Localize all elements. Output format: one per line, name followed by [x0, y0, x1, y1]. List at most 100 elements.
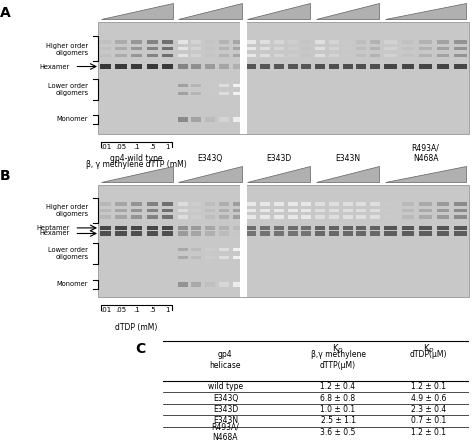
Text: .05: .05 [116, 308, 127, 313]
Bar [454, 202, 467, 206]
Bar [454, 215, 467, 219]
Bar [402, 209, 414, 212]
Bar [274, 232, 284, 236]
Bar [131, 232, 142, 236]
Bar [454, 209, 467, 212]
Bar [98, 185, 469, 297]
Bar [146, 232, 158, 236]
Bar [329, 40, 339, 44]
Bar [246, 40, 256, 44]
Bar [131, 202, 142, 206]
Bar [131, 47, 142, 51]
Bar [260, 215, 270, 219]
Bar [419, 215, 432, 219]
Bar [205, 209, 215, 212]
Bar [178, 54, 188, 57]
Bar [370, 215, 380, 219]
Bar [301, 232, 311, 236]
Bar [162, 226, 173, 230]
Bar [178, 202, 188, 206]
Bar [356, 209, 366, 212]
Bar [288, 209, 298, 212]
Bar [343, 209, 353, 212]
Bar [343, 226, 353, 230]
Bar [162, 202, 173, 206]
Bar [219, 117, 229, 122]
Bar [131, 64, 142, 69]
Bar [146, 209, 158, 212]
Bar [454, 54, 467, 57]
Bar [131, 209, 142, 212]
Bar [131, 40, 142, 44]
Bar [260, 40, 270, 44]
Bar [162, 47, 173, 51]
Bar [437, 64, 449, 69]
Bar [116, 47, 127, 51]
Bar [288, 215, 298, 219]
Bar [205, 226, 215, 230]
Text: 2.3 ± 0.4: 2.3 ± 0.4 [411, 405, 446, 414]
Bar [343, 40, 353, 44]
Bar [100, 215, 111, 219]
Text: Hexamer: Hexamer [39, 231, 70, 236]
Bar [301, 226, 311, 230]
Bar [191, 202, 201, 206]
Bar [205, 232, 215, 236]
Bar [402, 40, 414, 44]
Bar [370, 47, 380, 51]
Text: E343N: E343N [335, 154, 360, 163]
Bar [329, 64, 339, 69]
Text: E343Q: E343Q [213, 393, 238, 403]
Bar [246, 209, 256, 212]
Bar [205, 40, 215, 44]
Bar [419, 40, 432, 44]
Bar [288, 232, 298, 236]
Bar [419, 54, 432, 57]
Bar [233, 47, 243, 51]
Bar [370, 54, 380, 57]
Bar [100, 232, 111, 236]
Bar [178, 232, 188, 236]
Bar [356, 40, 366, 44]
Bar [146, 47, 158, 51]
Text: .1: .1 [133, 308, 140, 313]
Bar [233, 40, 243, 44]
Text: Higher order
oligomers: Higher order oligomers [46, 43, 88, 56]
Bar [402, 215, 414, 219]
Bar [315, 232, 325, 236]
Bar [191, 40, 201, 44]
Text: .5: .5 [149, 308, 155, 313]
Text: B: B [0, 169, 11, 183]
Bar [162, 215, 173, 219]
Text: A: A [0, 6, 11, 20]
Bar [162, 232, 173, 236]
Bar [343, 202, 353, 206]
Bar [146, 40, 158, 44]
Text: 1: 1 [165, 308, 170, 313]
Text: β,γ methylene
dTTP(μM): β,γ methylene dTTP(μM) [310, 350, 365, 370]
Bar [288, 226, 298, 230]
Bar [246, 215, 256, 219]
Bar [437, 209, 449, 212]
Polygon shape [247, 166, 310, 182]
Polygon shape [247, 3, 310, 19]
Bar [100, 202, 111, 206]
Bar [233, 282, 243, 287]
Text: Lower order
oligomers: Lower order oligomers [48, 83, 88, 96]
Bar [356, 64, 366, 69]
Polygon shape [101, 3, 173, 19]
Bar [454, 40, 467, 44]
Bar [98, 22, 469, 134]
Bar [384, 209, 397, 212]
Bar [288, 202, 298, 206]
Bar [384, 202, 397, 206]
Text: Higher order
oligomers: Higher order oligomers [46, 204, 88, 217]
Bar [219, 215, 229, 219]
Text: .05: .05 [116, 144, 127, 150]
Bar [178, 64, 188, 69]
Bar [260, 232, 270, 236]
Bar [274, 215, 284, 219]
Bar [301, 215, 311, 219]
Bar [191, 215, 201, 219]
Text: 3.6 ± 0.5: 3.6 ± 0.5 [320, 428, 356, 437]
